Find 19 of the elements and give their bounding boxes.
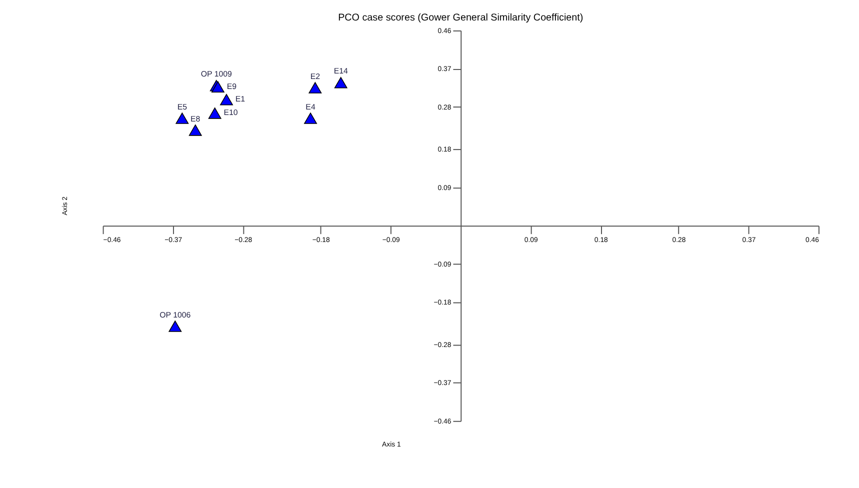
series-label: E5 xyxy=(177,102,188,112)
point xyxy=(208,108,222,119)
series-label: E10 xyxy=(224,108,238,118)
series-label: E4 xyxy=(306,102,316,112)
point xyxy=(188,124,202,136)
series-label: E2 xyxy=(310,72,320,81)
point xyxy=(220,94,233,106)
point xyxy=(308,82,322,94)
point xyxy=(168,320,182,332)
point xyxy=(304,112,317,124)
series-label: E9 xyxy=(226,82,238,91)
series-label: OP 1006 xyxy=(160,310,192,320)
point xyxy=(334,77,348,88)
series-label: OP 1009 xyxy=(200,70,232,79)
chart-title: PCO case scores (Gower General Similarity Coefficient) xyxy=(338,12,584,24)
series-label: E8 xyxy=(190,114,201,124)
series-label: E1 xyxy=(235,94,246,104)
series-label: E14 xyxy=(334,66,348,76)
point xyxy=(176,112,189,124)
